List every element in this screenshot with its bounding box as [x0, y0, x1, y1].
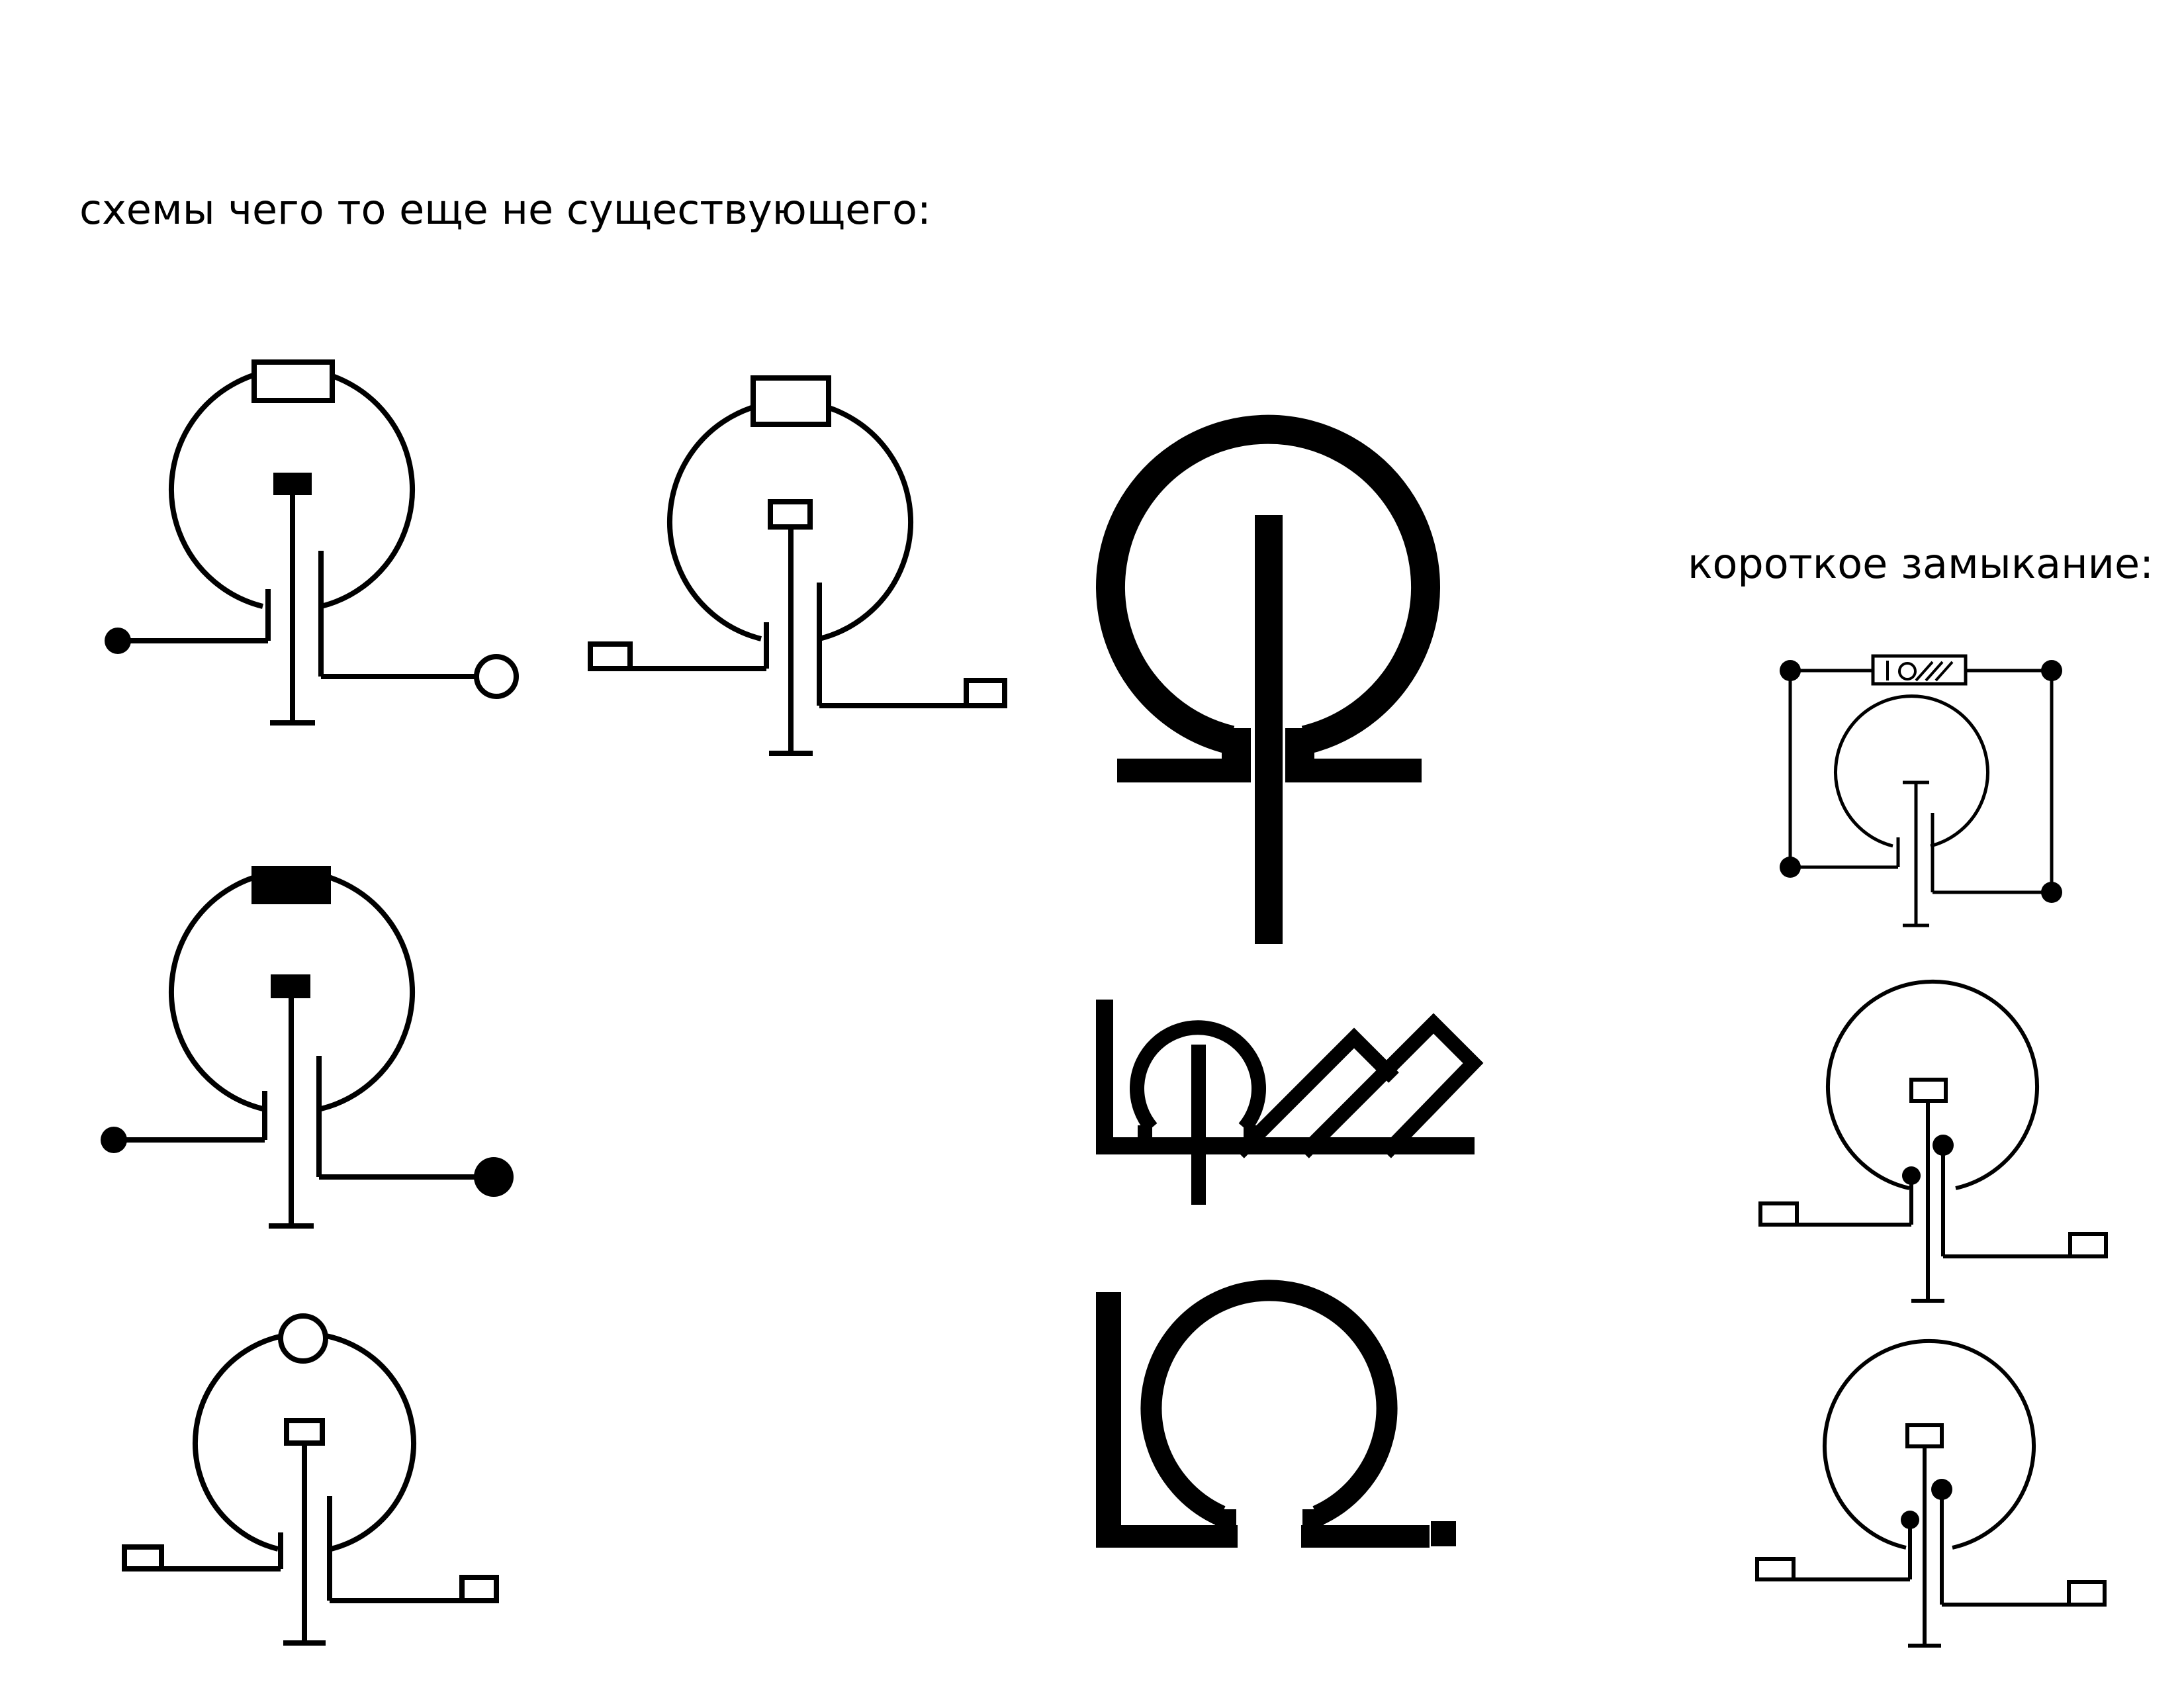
- schematic-2-icon: [588, 375, 1007, 756]
- schematic-3-icon: [101, 866, 514, 1229]
- schematic-4-icon: [122, 1313, 499, 1646]
- short-circuit-heading: короткое замыкание:: [1688, 539, 2154, 588]
- omega-logo-wordmark-icon: [1096, 1000, 1484, 1205]
- short-circuit-variant-2-icon: [1755, 1339, 2107, 1648]
- omega-logo-large-icon: [1096, 414, 1440, 944]
- short-circuit-variant-1-icon: [1758, 980, 2108, 1303]
- schematic-1-icon: [105, 359, 519, 726]
- omega-logo-with-dot-icon: [1096, 1280, 1456, 1548]
- page-title: схемы чего то еще не существующего:: [79, 185, 931, 234]
- short-circuit-framed-icon: [1780, 654, 2062, 927]
